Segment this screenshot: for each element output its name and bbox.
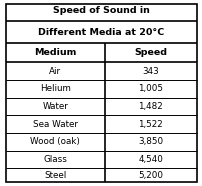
Text: Wood (oak): Wood (oak) (30, 137, 80, 146)
Text: Speed of Sound in: Speed of Sound in (53, 6, 149, 15)
Text: Air: Air (49, 67, 61, 76)
Text: 1,005: 1,005 (138, 84, 162, 93)
Text: 4,540: 4,540 (138, 155, 162, 164)
Text: Helium: Helium (40, 84, 70, 93)
Text: 3,850: 3,850 (138, 137, 162, 146)
Text: Steel: Steel (44, 171, 66, 180)
Text: Sea Water: Sea Water (33, 120, 77, 129)
Text: Medium: Medium (34, 48, 76, 57)
Text: 1,522: 1,522 (138, 120, 162, 129)
Text: 1,482: 1,482 (138, 102, 162, 111)
Text: Different Media at 20°C: Different Media at 20°C (38, 28, 164, 37)
Text: Speed: Speed (134, 48, 166, 57)
Text: Glass: Glass (43, 155, 67, 164)
Text: 343: 343 (142, 67, 158, 76)
Text: 5,200: 5,200 (138, 171, 162, 180)
Text: Water: Water (42, 102, 68, 111)
